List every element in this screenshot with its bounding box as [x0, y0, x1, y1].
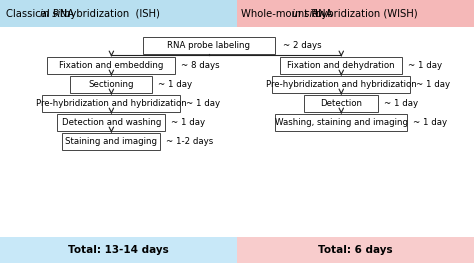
Text: ~ 1 day: ~ 1 day — [416, 80, 450, 89]
Bar — [0, 237, 237, 263]
Bar — [237, 0, 474, 28]
Text: Sectioning: Sectioning — [89, 80, 134, 89]
Text: ~ 8 days: ~ 8 days — [182, 61, 220, 70]
Bar — [280, 57, 402, 74]
Text: Total: 13-14 days: Total: 13-14 days — [68, 245, 169, 255]
Text: Whole-mount RNA: Whole-mount RNA — [241, 9, 336, 19]
Text: in situ: in situ — [40, 9, 71, 19]
Bar — [42, 95, 181, 112]
Text: RNA probe labeling: RNA probe labeling — [167, 41, 250, 50]
Text: ~ 1 day: ~ 1 day — [408, 61, 442, 70]
Bar — [272, 76, 410, 93]
Text: in situ: in situ — [292, 9, 322, 19]
Text: Detection and washing: Detection and washing — [62, 118, 161, 127]
Text: hybridization (WISH): hybridization (WISH) — [312, 9, 418, 19]
Bar — [47, 57, 175, 74]
Bar — [275, 114, 407, 131]
Bar — [143, 37, 274, 54]
Bar — [0, 0, 237, 28]
Bar — [57, 114, 165, 131]
Text: Fixation and embedding: Fixation and embedding — [59, 61, 164, 70]
Text: Pre-hybridization and hybridization: Pre-hybridization and hybridization — [266, 80, 417, 89]
Text: Staining and imaging: Staining and imaging — [65, 137, 157, 146]
Text: Detection: Detection — [320, 99, 362, 108]
Text: Pre-hybridization and hybridization: Pre-hybridization and hybridization — [36, 99, 187, 108]
Text: ~ 1 day: ~ 1 day — [413, 118, 447, 127]
Text: ~ 1 day: ~ 1 day — [186, 99, 220, 108]
Text: Total: 6 days: Total: 6 days — [318, 245, 393, 255]
Text: Fixation and dehydration: Fixation and dehydration — [287, 61, 395, 70]
Text: ~ 1 day: ~ 1 day — [384, 99, 419, 108]
Text: Washing, staining and imaging: Washing, staining and imaging — [275, 118, 408, 127]
Bar — [237, 237, 474, 263]
Bar — [71, 76, 152, 93]
Text: ~ 1 day: ~ 1 day — [158, 80, 192, 89]
Text: ~ 1-2 days: ~ 1-2 days — [166, 137, 214, 146]
Text: ~ 2 days: ~ 2 days — [283, 41, 321, 50]
Bar — [63, 133, 160, 150]
Text: hybridization  (ISH): hybridization (ISH) — [61, 9, 160, 19]
Text: Classical RNA: Classical RNA — [6, 9, 77, 19]
Bar — [304, 95, 378, 112]
Text: ~ 1 day: ~ 1 day — [172, 118, 206, 127]
